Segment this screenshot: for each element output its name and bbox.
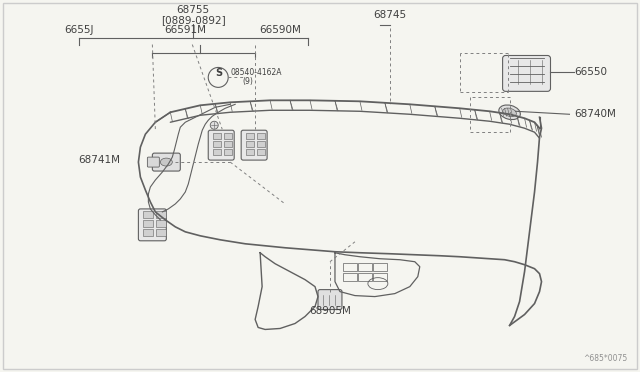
Text: 68905M: 68905M	[309, 305, 351, 315]
Text: 68740M: 68740M	[575, 109, 616, 119]
Bar	[343, 273, 357, 280]
Bar	[358, 273, 372, 280]
Bar	[246, 133, 254, 139]
Bar	[343, 263, 357, 271]
Bar	[143, 220, 154, 227]
Circle shape	[210, 121, 218, 129]
Text: 66591M: 66591M	[164, 25, 206, 35]
Bar	[213, 133, 221, 139]
Bar	[373, 273, 387, 280]
Bar	[224, 149, 232, 155]
Text: 68755: 68755	[177, 4, 210, 15]
Ellipse shape	[503, 108, 516, 116]
Bar	[257, 141, 265, 147]
FancyBboxPatch shape	[138, 209, 166, 241]
Bar	[213, 141, 221, 147]
Text: 08540-4162A: 08540-4162A	[230, 68, 282, 77]
Text: 68741M: 68741M	[79, 155, 120, 165]
FancyBboxPatch shape	[208, 130, 234, 160]
Text: S: S	[215, 68, 222, 78]
Bar	[143, 229, 154, 236]
Text: ^685*0075: ^685*0075	[583, 355, 627, 363]
Bar	[143, 211, 154, 218]
FancyBboxPatch shape	[241, 130, 267, 160]
Text: 66550: 66550	[575, 67, 607, 77]
Bar	[373, 263, 387, 271]
Bar	[358, 263, 372, 271]
Bar	[224, 133, 232, 139]
Bar	[246, 141, 254, 147]
Ellipse shape	[499, 105, 520, 119]
Text: 6655J: 6655J	[64, 25, 93, 35]
FancyBboxPatch shape	[147, 157, 159, 167]
Text: [0889-0892]: [0889-0892]	[161, 15, 226, 25]
Text: 66590M: 66590M	[259, 25, 301, 35]
Bar	[156, 220, 166, 227]
Bar	[246, 149, 254, 155]
Bar	[213, 149, 221, 155]
Bar	[156, 211, 166, 218]
Text: 68745: 68745	[373, 10, 406, 20]
FancyBboxPatch shape	[152, 153, 180, 171]
Text: (9): (9)	[242, 77, 253, 86]
Bar	[257, 133, 265, 139]
Bar	[224, 141, 232, 147]
FancyBboxPatch shape	[502, 55, 550, 92]
FancyBboxPatch shape	[318, 290, 342, 310]
Ellipse shape	[161, 158, 172, 166]
Bar	[156, 229, 166, 236]
Bar	[257, 149, 265, 155]
